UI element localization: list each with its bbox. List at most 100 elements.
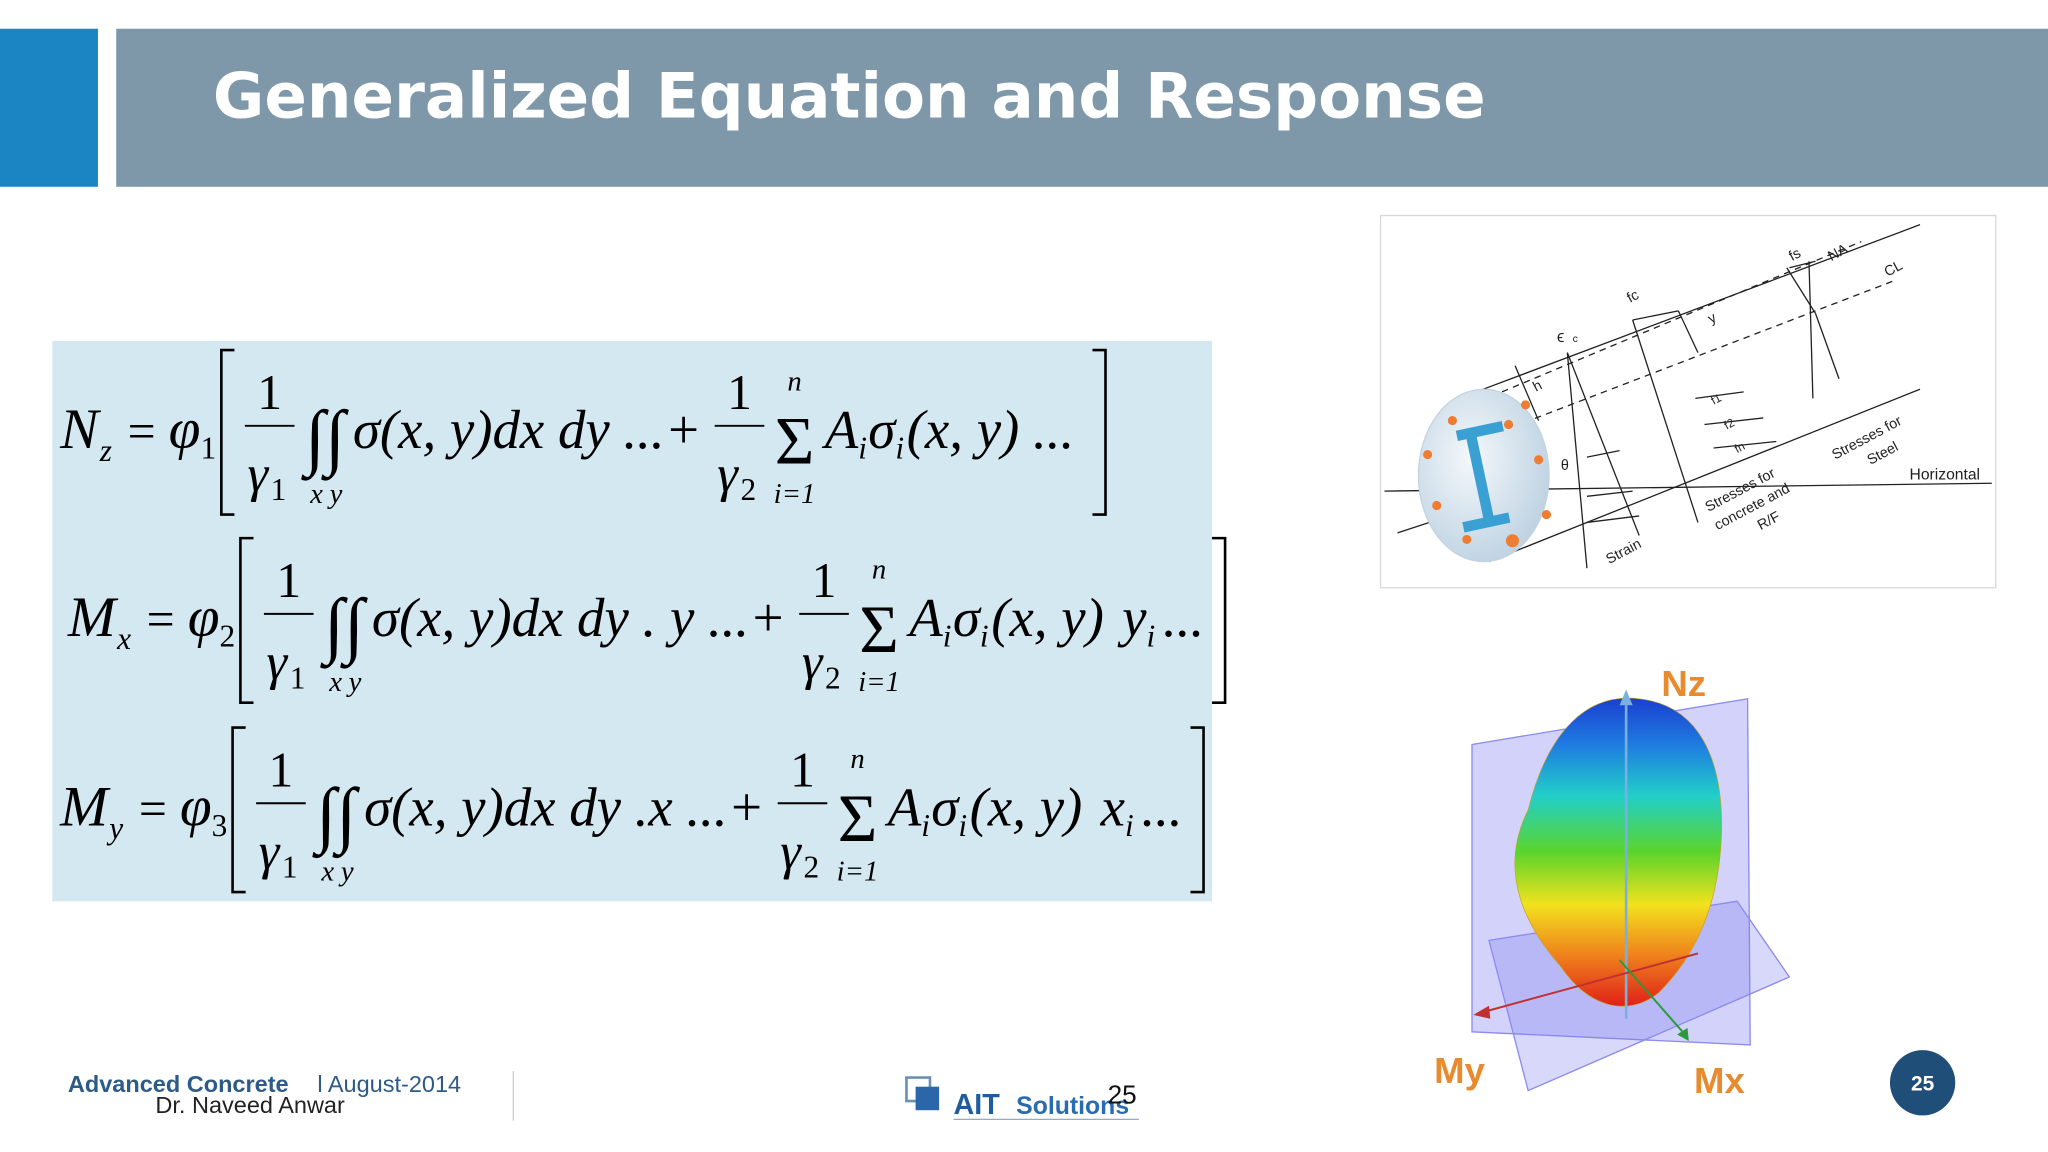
math-text: n [872, 554, 886, 586]
shape-circle [1447, 416, 1457, 426]
math-text: γ [247, 445, 269, 503]
math-text: A [906, 587, 943, 648]
math-text: 1 [200, 430, 216, 465]
response-plot: Nz My Mx [1434, 663, 1791, 1101]
math-text: y [346, 666, 362, 698]
shape-line [1618, 959, 1686, 1036]
label-cl: CL [1882, 258, 1906, 281]
shape-line [1566, 352, 1640, 536]
math-text: i [1125, 808, 1134, 843]
shape-circle [1423, 449, 1433, 460]
bracket [1092, 348, 1107, 516]
math-text: 1 [269, 742, 294, 797]
bracket [231, 726, 246, 894]
math-text: σ [931, 776, 960, 837]
math-text: φ [180, 775, 212, 838]
shape-line [1704, 417, 1764, 426]
shape-circle [1520, 400, 1531, 410]
shape-circle [1462, 534, 1472, 544]
shape-circle [1541, 510, 1552, 520]
math-text: 2 [220, 619, 236, 654]
bracket [239, 536, 254, 704]
math-text: 2 [825, 660, 841, 695]
shape-polygon [1619, 689, 1633, 706]
shape-polygon [1677, 1027, 1689, 1041]
math-text: M [59, 775, 111, 838]
shape-circle [1505, 534, 1520, 548]
shape-line [1469, 224, 1921, 396]
math-text: φ [169, 398, 201, 461]
math-text: γ [267, 633, 289, 691]
shape-line [1586, 449, 1620, 458]
math-text: i [895, 430, 904, 465]
shape-line [1488, 388, 1921, 563]
math-text: A [822, 399, 859, 460]
math-text: i=1 [837, 855, 879, 887]
math-text: = [139, 781, 167, 836]
math-text: i=1 [774, 478, 816, 510]
math-text: i [921, 808, 930, 843]
label-horizontal: Horizontal [1910, 466, 1980, 483]
shape-line [1786, 267, 1817, 314]
math-text: i [943, 619, 952, 654]
math-text: y [327, 478, 343, 510]
slide-title: Generalized Equation and Response [213, 60, 1486, 133]
label-epsilon: ϵ [1557, 327, 1565, 346]
math-text: γ [802, 633, 824, 691]
math-text: 3 [212, 808, 228, 843]
math-text: σ(x, y)dx dy .x ...+ [364, 776, 765, 837]
math-text: x [328, 666, 342, 698]
shape-g [1455, 421, 1511, 533]
math-text: y [338, 855, 354, 887]
math-text: 2 [803, 850, 819, 885]
math-text: i [980, 619, 989, 654]
math-text: γ [780, 823, 802, 881]
shape-circle [1432, 500, 1442, 511]
footer-course: Advanced Concrete [68, 1071, 289, 1097]
shape-polygon [1473, 1005, 1491, 1019]
math-text: x [116, 621, 131, 656]
math-text: = [147, 592, 175, 647]
math-text: A [885, 776, 922, 837]
shape-line [1677, 310, 1699, 353]
math-text: i [1146, 619, 1155, 654]
label-theta: θ [1561, 458, 1569, 474]
shape-rect [1465, 430, 1495, 523]
math-text: 1 [812, 553, 837, 608]
header-accent [0, 28, 98, 187]
math-text: N [59, 398, 101, 461]
math-text: i [958, 808, 967, 843]
shape-line [1501, 241, 1862, 393]
math-text: n [850, 743, 864, 775]
shape-g: Nz My Mx [1434, 663, 1745, 1101]
shape-line [1789, 260, 1816, 269]
header-bar [116, 28, 2048, 187]
shape-circle [1534, 455, 1544, 465]
footer-page: 25 [1108, 1080, 1137, 1110]
math-text: ... [1163, 587, 1204, 648]
logo-solutions: Solutions [1016, 1093, 1129, 1120]
shape-line [1695, 391, 1744, 400]
footer: Advanced Concrete l August-2014 Dr. Nave… [68, 1050, 1956, 1121]
shape-line [1514, 365, 1540, 421]
shape-g [1423, 400, 1552, 548]
footer-date: l August-2014 [317, 1071, 461, 1097]
bracket [220, 348, 235, 516]
math-text: x [1100, 776, 1125, 837]
math-text: z [99, 433, 112, 468]
math-text: i [858, 430, 867, 465]
math-text: x [320, 855, 334, 887]
math-text: ... [1142, 776, 1183, 837]
math-text: ∫∫ [301, 396, 349, 481]
bracket [1190, 726, 1205, 894]
math-text: i=1 [858, 666, 900, 698]
shape-line [1586, 515, 1640, 524]
math-text: n [787, 366, 801, 398]
shape-line [1566, 352, 1588, 569]
axis-nz: Nz [1661, 663, 1706, 704]
interaction-surface [1514, 697, 1722, 1007]
math-text: y [1117, 587, 1147, 648]
